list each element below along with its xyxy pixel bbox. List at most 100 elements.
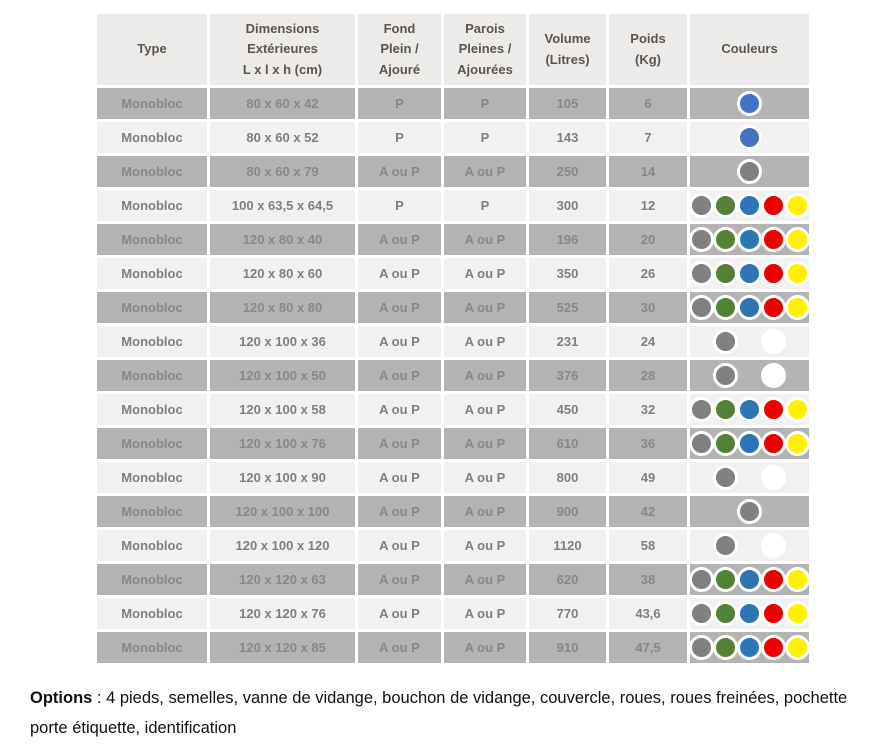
color-dot-slot bbox=[737, 431, 762, 457]
color-dot-white bbox=[761, 363, 786, 388]
options-label: Options bbox=[30, 689, 93, 707]
color-dot-slot bbox=[761, 193, 786, 219]
column-header-fond: Fond Plein / Ajouré bbox=[358, 14, 441, 85]
color-dot-slot bbox=[786, 329, 810, 355]
cell-parois: A ou P bbox=[444, 394, 526, 425]
color-dot-blue bbox=[737, 295, 762, 320]
color-dot-yellow bbox=[785, 193, 810, 218]
column-header-type: Type bbox=[97, 14, 207, 85]
cell-couleurs bbox=[690, 122, 809, 153]
cell-type: Monobloc bbox=[97, 564, 207, 595]
color-dot-yellow bbox=[785, 227, 810, 252]
cell-dimensions: 120 x 120 x 63 bbox=[210, 564, 355, 595]
cell-parois: A ou P bbox=[444, 224, 526, 255]
cell-type: Monobloc bbox=[97, 190, 207, 221]
cell-volume: 376 bbox=[529, 360, 606, 391]
cell-dimensions: 120 x 80 x 40 bbox=[210, 224, 355, 255]
color-dot-slot bbox=[713, 635, 738, 661]
color-dot-gray bbox=[689, 635, 714, 660]
color-dot-strip bbox=[689, 261, 810, 287]
color-dot-blue bbox=[737, 261, 762, 286]
cell-volume: 1120 bbox=[529, 530, 606, 561]
cell-couleurs bbox=[689, 258, 810, 289]
cell-parois: A ou P bbox=[444, 496, 526, 527]
color-dot-slot bbox=[761, 533, 786, 559]
color-dot-blue bbox=[737, 635, 762, 660]
color-dot-gray bbox=[689, 295, 714, 320]
color-dot-strip bbox=[689, 431, 810, 457]
color-dot-yellow bbox=[785, 295, 810, 320]
column-header-dimensions: Dimensions Extérieures L x l x h (cm) bbox=[210, 14, 355, 85]
cell-volume: 231 bbox=[529, 326, 606, 357]
color-dot-slot bbox=[785, 397, 810, 423]
color-dot-slot bbox=[713, 363, 738, 389]
cell-dimensions: 80 x 60 x 42 bbox=[210, 88, 355, 119]
color-dot-slot bbox=[737, 125, 762, 151]
cell-parois: A ou P bbox=[444, 292, 526, 323]
color-dot-slot bbox=[737, 397, 762, 423]
color-dot-slot bbox=[690, 125, 714, 151]
color-dot-royal-blue bbox=[737, 91, 762, 116]
color-dot-gray bbox=[689, 261, 714, 286]
color-dot-blue bbox=[737, 227, 762, 252]
color-dot-slot bbox=[737, 159, 762, 185]
color-dot-strip bbox=[689, 601, 810, 627]
cell-couleurs bbox=[689, 292, 810, 323]
color-dot-slot bbox=[690, 329, 714, 355]
color-dot-green bbox=[713, 295, 738, 320]
color-dot-slot bbox=[786, 159, 810, 185]
cell-couleurs bbox=[689, 224, 810, 255]
cell-fond: A ou P bbox=[358, 394, 441, 425]
color-dot-slot bbox=[689, 261, 714, 287]
cell-fond: A ou P bbox=[358, 292, 441, 323]
color-dot-slot bbox=[737, 295, 762, 321]
cell-couleurs bbox=[689, 190, 810, 221]
color-dot-gray bbox=[689, 567, 714, 592]
cell-volume: 620 bbox=[529, 564, 606, 595]
cell-type: Monobloc bbox=[97, 632, 207, 663]
cell-couleurs bbox=[690, 530, 809, 561]
table-row: Monobloc 80 x 60 x 52 P P 143 7 bbox=[97, 122, 813, 153]
cell-type: Monobloc bbox=[97, 224, 207, 255]
color-dot-slot bbox=[762, 91, 786, 117]
cell-parois: P bbox=[444, 88, 526, 119]
color-dot-slot bbox=[761, 567, 786, 593]
cell-type: Monobloc bbox=[97, 530, 207, 561]
color-dot-red bbox=[761, 227, 786, 252]
color-dot-gray bbox=[689, 601, 714, 626]
color-dot-red bbox=[761, 261, 786, 286]
cell-fond: P bbox=[358, 88, 441, 119]
cell-dimensions: 80 x 60 x 79 bbox=[210, 156, 355, 187]
cell-parois: P bbox=[444, 122, 526, 153]
cell-poids: 26 bbox=[609, 258, 687, 289]
color-dot-slot bbox=[690, 363, 714, 389]
cell-poids: 58 bbox=[609, 530, 687, 561]
cell-parois: A ou P bbox=[444, 530, 526, 561]
cell-volume: 610 bbox=[529, 428, 606, 459]
color-dot-strip bbox=[690, 499, 810, 525]
cell-volume: 143 bbox=[529, 122, 606, 153]
cell-volume: 450 bbox=[529, 394, 606, 425]
cell-type: Monobloc bbox=[97, 598, 207, 629]
color-dot-slot bbox=[737, 227, 762, 253]
cell-type: Monobloc bbox=[97, 496, 207, 527]
cell-poids: 14 bbox=[609, 156, 687, 187]
color-dot-strip bbox=[690, 91, 810, 117]
options-note: Options : 4 pieds, semelles, vanne de vi… bbox=[30, 684, 878, 743]
color-dot-green bbox=[713, 193, 738, 218]
cell-poids: 43,6 bbox=[609, 598, 687, 629]
cell-poids: 36 bbox=[609, 428, 687, 459]
cell-poids: 30 bbox=[609, 292, 687, 323]
cell-dimensions: 100 x 63,5 x 64,5 bbox=[210, 190, 355, 221]
color-dot-slot bbox=[761, 261, 786, 287]
cell-poids: 7 bbox=[609, 122, 687, 153]
cell-fond: A ou P bbox=[358, 530, 441, 561]
cell-parois: P bbox=[444, 190, 526, 221]
color-dot-slot bbox=[738, 465, 762, 491]
options-text: : 4 pieds, semelles, vanne de vidange, b… bbox=[30, 689, 848, 737]
